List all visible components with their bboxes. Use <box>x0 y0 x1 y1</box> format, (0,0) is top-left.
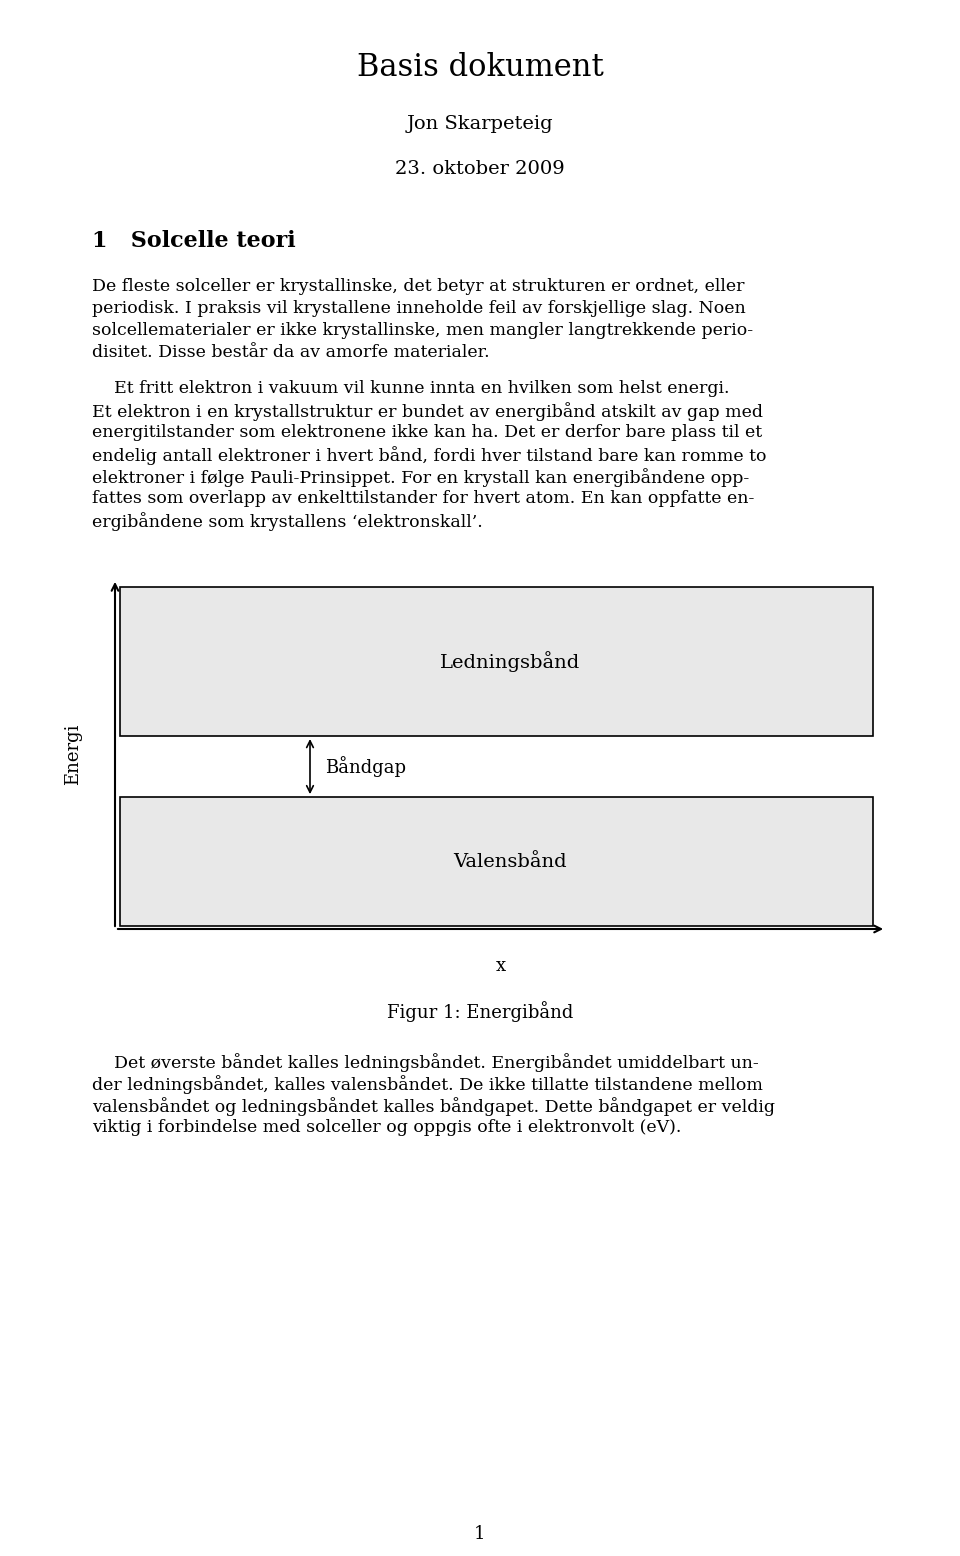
Text: 1: 1 <box>474 1525 486 1544</box>
Text: Jon Skarpeteig: Jon Skarpeteig <box>407 115 553 132</box>
Text: elektroner i følge Pauli-Prinsippet. For en krystall kan energibåndene opp-: elektroner i følge Pauli-Prinsippet. For… <box>92 468 749 487</box>
Text: Et fritt elektron i vakuum vil kunne innta en hvilken som helst energi.: Et fritt elektron i vakuum vil kunne inn… <box>92 380 730 397</box>
Text: valensbåndet og ledningsbåndet kalles båndgapet. Dette båndgapet er veldig: valensbåndet og ledningsbåndet kalles bå… <box>92 1097 775 1116</box>
Text: viktig i forbindelse med solceller og oppgis ofte i elektronvolt (eV).: viktig i forbindelse med solceller og op… <box>92 1119 682 1136</box>
Bar <box>120 587 873 736</box>
Text: endelig antall elektroner i hvert bånd, fordi hver tilstand bare kan romme to: endelig antall elektroner i hvert bånd, … <box>92 447 766 465</box>
Text: energitilstander som elektronene ikke kan ha. Det er derfor bare plass til et: energitilstander som elektronene ikke ka… <box>92 423 762 440</box>
Text: ergibåndene som krystallens ‘elektronskall’.: ergibåndene som krystallens ‘elektronska… <box>92 512 483 531</box>
Text: Energi: Energi <box>64 724 82 784</box>
Text: 23. oktober 2009: 23. oktober 2009 <box>396 160 564 177</box>
Text: x: x <box>495 957 506 976</box>
Text: periodisk. I praksis vil krystallene inneholde feil av forskjellige slag. Noen: periodisk. I praksis vil krystallene inn… <box>92 300 746 317</box>
Text: Ledningsbånd: Ledningsbånd <box>440 650 580 672</box>
Text: Båndgap: Båndgap <box>325 756 406 776</box>
Text: fattes som overlapp av enkelttilstander for hvert atom. En kan oppfatte en-: fattes som overlapp av enkelttilstander … <box>92 490 755 507</box>
Text: De fleste solceller er krystallinske, det betyr at strukturen er ordnet, eller: De fleste solceller er krystallinske, de… <box>92 279 745 296</box>
Text: der ledningsbåndet, kalles valensbåndet. De ikke tillatte tilstandene mellom: der ledningsbåndet, kalles valensbåndet.… <box>92 1075 763 1094</box>
Text: Figur 1: Energibånd: Figur 1: Energibånd <box>387 1001 573 1022</box>
Text: Det øverste båndet kalles ledningsbåndet. Energibåndet umiddelbart un-: Det øverste båndet kalles ledningsbåndet… <box>92 1053 758 1072</box>
Text: solcellematerialer er ikke krystallinske, men mangler langtrekkende perio-: solcellematerialer er ikke krystallinske… <box>92 322 754 339</box>
Text: Valensbånd: Valensbånd <box>453 853 566 870</box>
Text: disitet. Disse består da av amorfe materialer.: disitet. Disse består da av amorfe mater… <box>92 344 490 361</box>
Text: Basis dokument: Basis dokument <box>356 51 604 82</box>
Text: Et elektron i en krystallstruktur er bundet av energibånd atskilt av gap med: Et elektron i en krystallstruktur er bun… <box>92 401 763 422</box>
Bar <box>120 797 873 926</box>
Text: 1   Solcelle teori: 1 Solcelle teori <box>92 230 296 252</box>
